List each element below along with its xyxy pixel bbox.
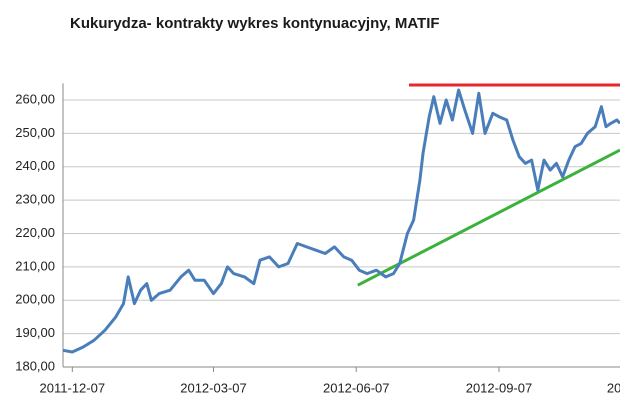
y-tick-label: 210,00 xyxy=(15,258,55,273)
x-tick-label: 2012-03-07 xyxy=(180,380,247,395)
y-tick-label: 260,00 xyxy=(15,91,55,106)
y-tick-label: 190,00 xyxy=(15,325,55,340)
x-tick-label: 2012-06-07 xyxy=(323,380,390,395)
y-tick-label: 250,00 xyxy=(15,125,55,140)
y-tick-label: 200,00 xyxy=(15,292,55,307)
x-tick-label: 2012-09-07 xyxy=(466,380,533,395)
y-tick-label: 180,00 xyxy=(15,358,55,373)
x-tick-label: 2012-12-07 xyxy=(607,380,620,395)
price-line xyxy=(62,88,620,354)
y-tick-label: 220,00 xyxy=(15,225,55,240)
chart-title: Kukurydza- kontrakty wykres kontynuacyjn… xyxy=(70,15,440,32)
x-tick-label: 2011-12-07 xyxy=(40,380,106,395)
y-tick-label: 240,00 xyxy=(15,158,55,173)
y-tick-label: 230,00 xyxy=(15,192,55,207)
annotation-line xyxy=(357,148,620,287)
